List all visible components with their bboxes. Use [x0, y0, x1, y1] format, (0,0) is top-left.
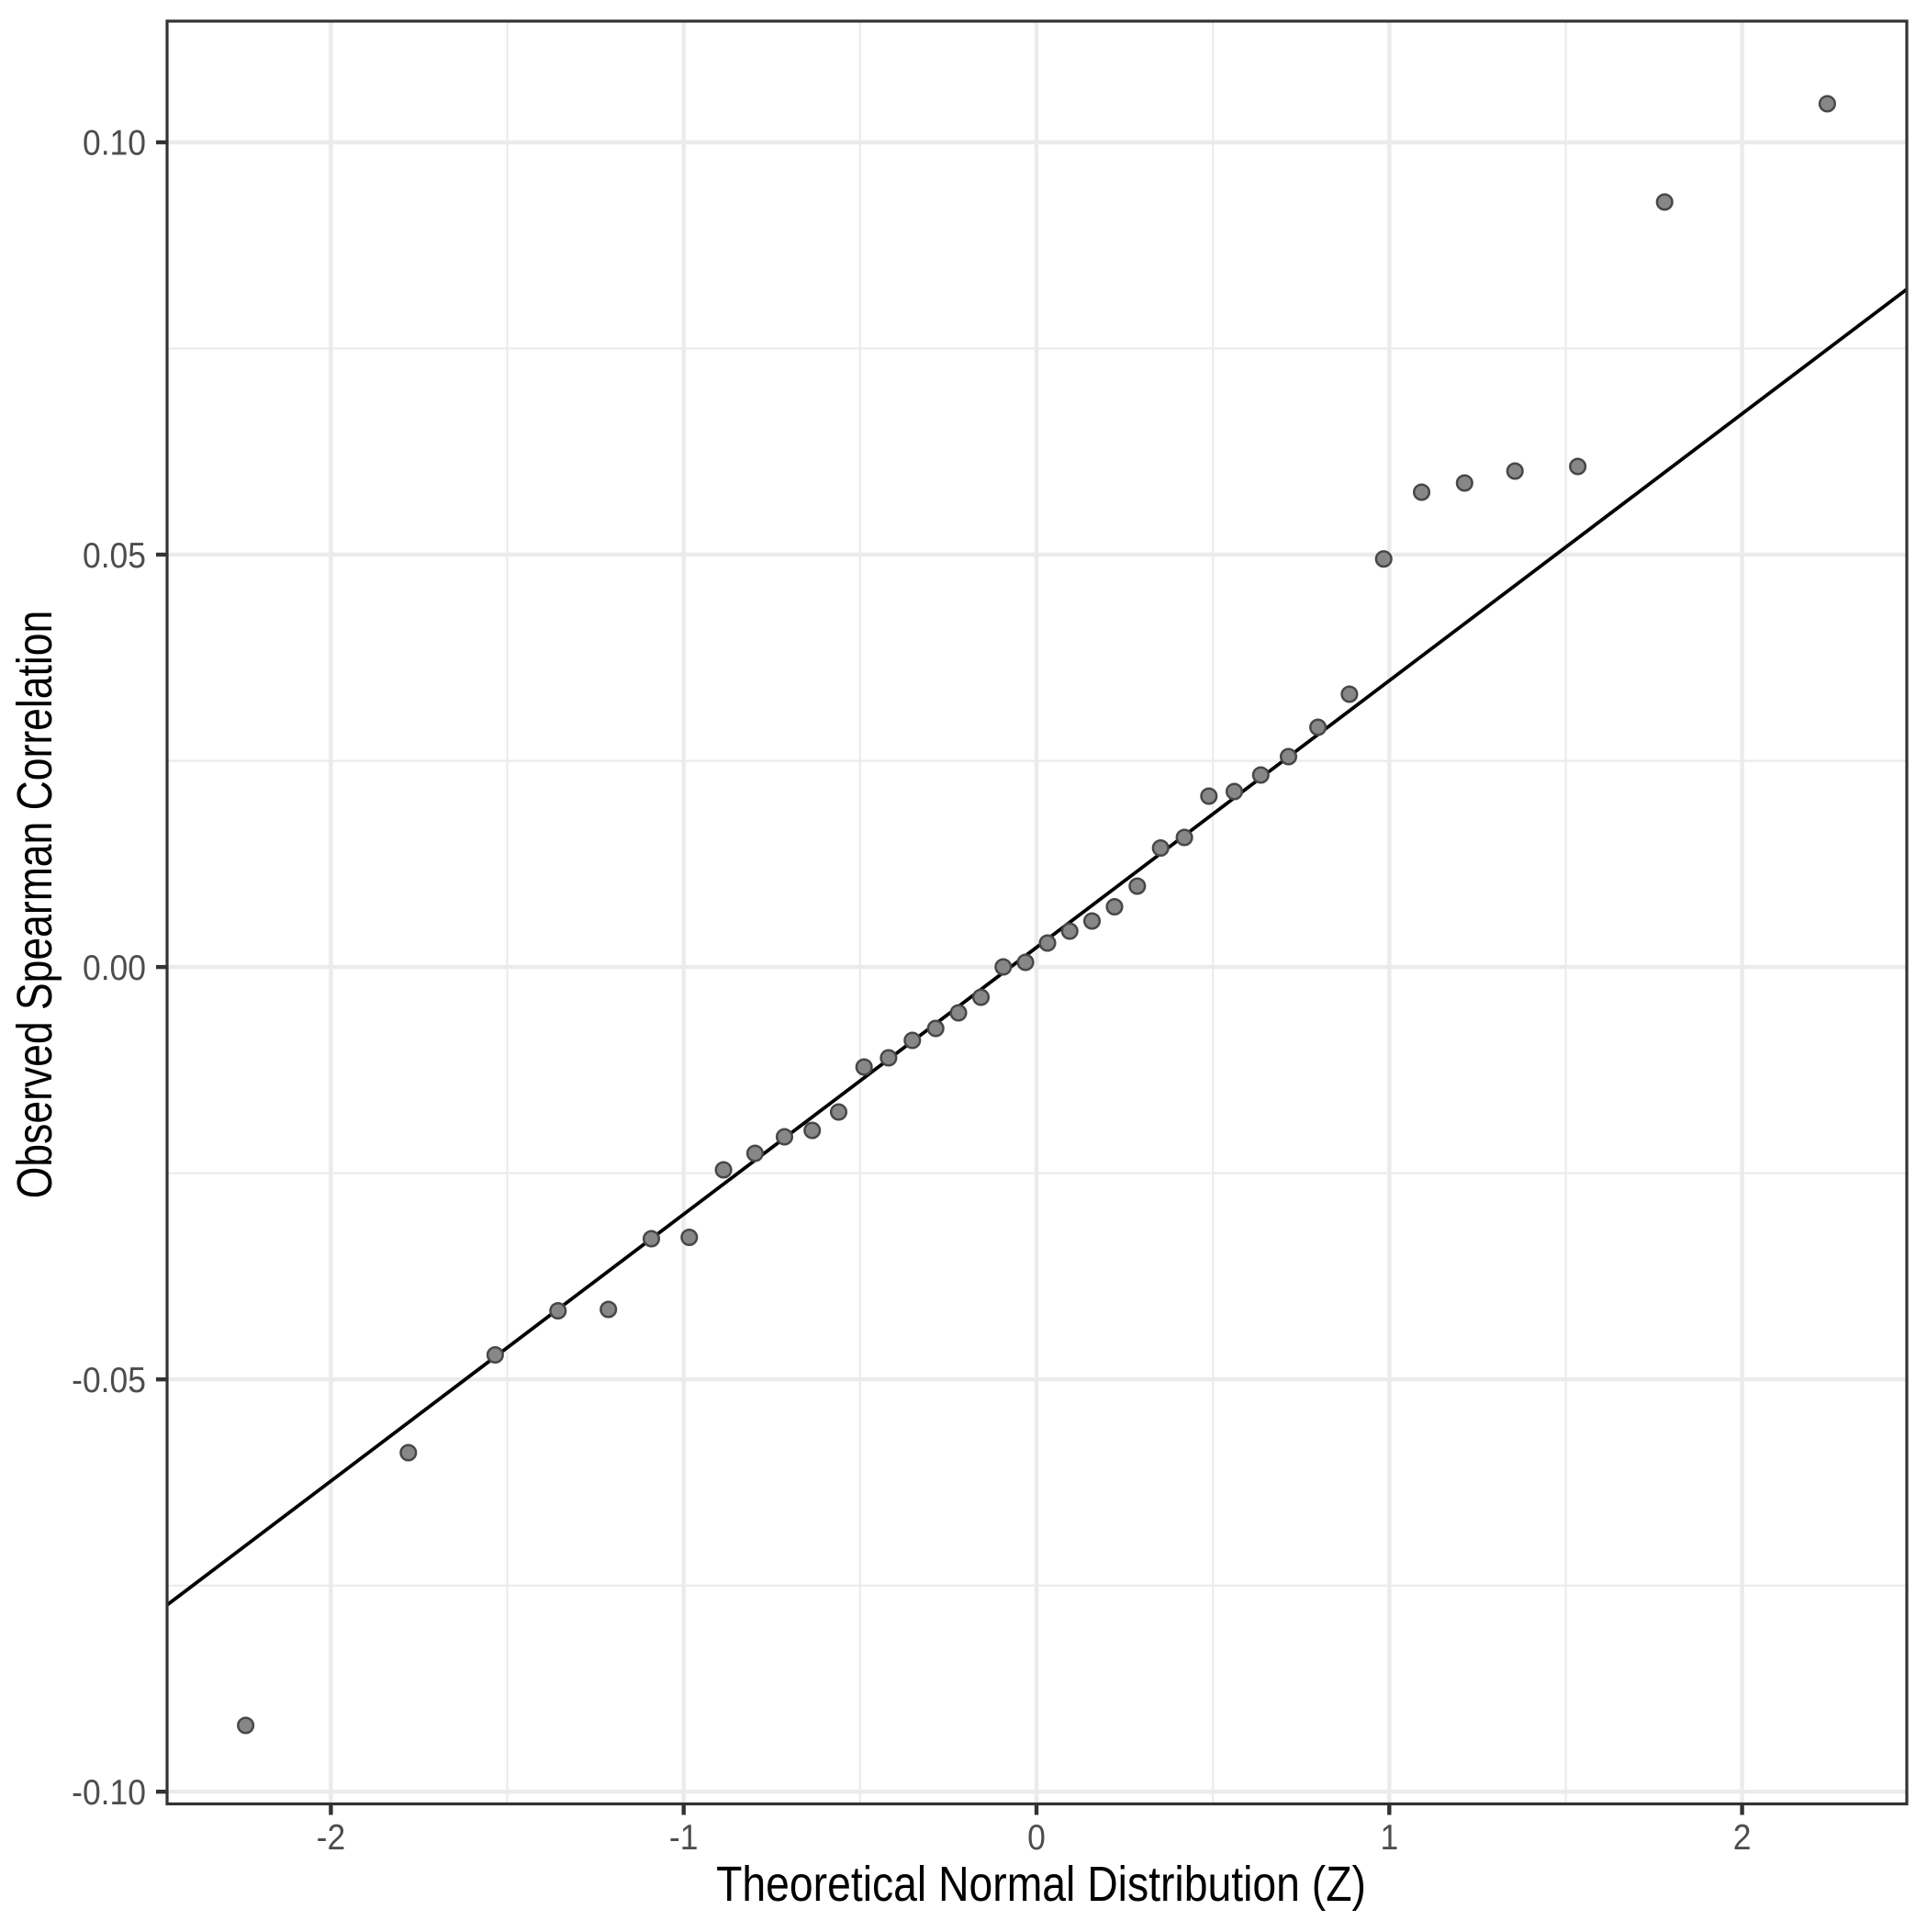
svg-text:Observed Spearman Correlation: Observed Spearman Correlation — [7, 611, 62, 1198]
svg-text:-1: -1 — [669, 1816, 699, 1857]
svg-text:1: 1 — [1380, 1816, 1398, 1857]
svg-text:0: 0 — [1027, 1816, 1046, 1857]
svg-text:0.05: 0.05 — [83, 534, 146, 575]
svg-text:-0.05: -0.05 — [72, 1359, 146, 1399]
svg-text:0.10: 0.10 — [83, 122, 146, 163]
svg-text:-0.10: -0.10 — [72, 1771, 146, 1812]
svg-text:-2: -2 — [317, 1816, 346, 1857]
svg-text:Theoretical Normal Distributio: Theoretical Normal Distribution (Z) — [716, 1856, 1366, 1912]
svg-text:0.00: 0.00 — [83, 947, 146, 987]
svg-text:2: 2 — [1733, 1816, 1752, 1857]
